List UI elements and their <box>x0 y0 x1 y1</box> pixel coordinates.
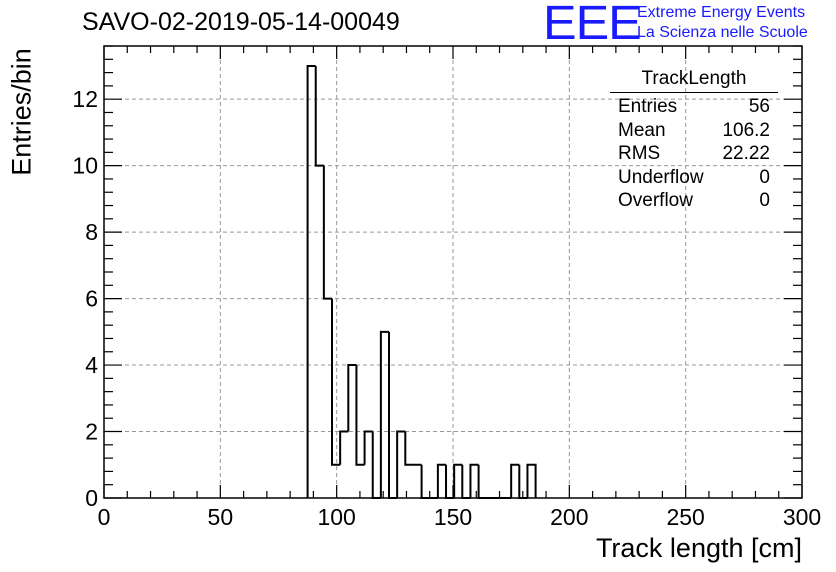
histogram-bin <box>379 330 390 498</box>
run-title: SAVO-02-2019-05-14-00049 <box>82 8 400 36</box>
x-tick-label: 50 <box>208 504 234 530</box>
histogram-bin <box>347 364 357 432</box>
stats-row-entries: Entries 56 <box>610 95 778 119</box>
histogram-bin <box>510 463 520 498</box>
histogram-bin <box>453 463 463 498</box>
stats-label: RMS <box>618 143 661 164</box>
y-tick-label: 12 <box>72 86 98 112</box>
axes <box>103 45 803 499</box>
histogram-bin <box>477 464 487 499</box>
x-axis-label: Track length [cm] <box>595 533 802 563</box>
histogram-bin <box>322 165 333 300</box>
histogram-bin <box>331 298 341 466</box>
grid-lines <box>104 46 802 498</box>
histogram-bars <box>306 64 537 499</box>
x-tick-label: 0 <box>98 504 111 530</box>
x-tick-label: 300 <box>783 504 821 530</box>
histogram-bin <box>371 431 381 499</box>
histogram-bin <box>306 64 316 498</box>
eee-logo-mark: EEE <box>543 0 642 50</box>
y-tick-label: 10 <box>72 153 98 179</box>
stats-row-rms: RMS 22.22 <box>610 142 778 166</box>
histogram-bin <box>388 331 398 499</box>
x-tick-label: 200 <box>550 504 588 530</box>
histogram-bin <box>396 430 406 498</box>
histogram-bin <box>404 431 414 466</box>
histogram-bin <box>420 464 430 499</box>
stats-value: 0 <box>759 166 770 188</box>
stats-box: TrackLength Entries 56 Mean 106.2 RMS 22… <box>610 68 778 213</box>
y-tick-label: 0 <box>85 485 98 511</box>
stats-box-title: TrackLength <box>610 68 778 93</box>
stats-label: Mean <box>618 119 666 141</box>
stats-value: 0 <box>759 190 770 211</box>
histogram-bin <box>355 365 365 466</box>
x-tick-label: 250 <box>666 504 704 530</box>
histogram-bin <box>469 463 479 498</box>
histogram-bin <box>461 464 471 499</box>
stats-row-mean: Mean 106.2 <box>610 119 778 143</box>
y-tick-label: 6 <box>85 286 98 312</box>
eee-logo-text: Extreme Energy Events La Scienza nelle S… <box>637 3 808 43</box>
stats-value: 106.2 <box>722 119 770 141</box>
stats-row-overflow: Overflow 0 <box>610 189 778 213</box>
tick-labels: 0 50 100 150 200 250 300 0 2 4 6 8 10 12 <box>72 86 821 530</box>
histogram-bin <box>436 463 447 498</box>
stats-value: 56 <box>748 96 770 117</box>
histogram-bin <box>363 430 373 465</box>
y-tick-label: 8 <box>85 219 98 245</box>
stats-label: Entries <box>618 96 678 117</box>
stats-value: 22.22 <box>722 143 770 164</box>
y-tick-label: 4 <box>85 352 98 378</box>
logo-line-1: Extreme Energy Events <box>637 4 806 21</box>
histogram-bin <box>314 65 324 167</box>
stats-label: Overflow <box>618 190 693 211</box>
y-axis-label: Entries/bin <box>6 48 37 176</box>
logo-line-2: La Scienza nelle Scuole <box>637 24 808 41</box>
histogram-bin <box>339 430 349 465</box>
x-tick-label: 100 <box>317 504 355 530</box>
histogram-bin <box>526 463 537 498</box>
y-tick-label: 2 <box>85 419 98 445</box>
x-tick-label: 150 <box>434 504 472 530</box>
stats-row-underflow: Underflow 0 <box>610 166 778 190</box>
stats-label: Underflow <box>618 166 704 188</box>
